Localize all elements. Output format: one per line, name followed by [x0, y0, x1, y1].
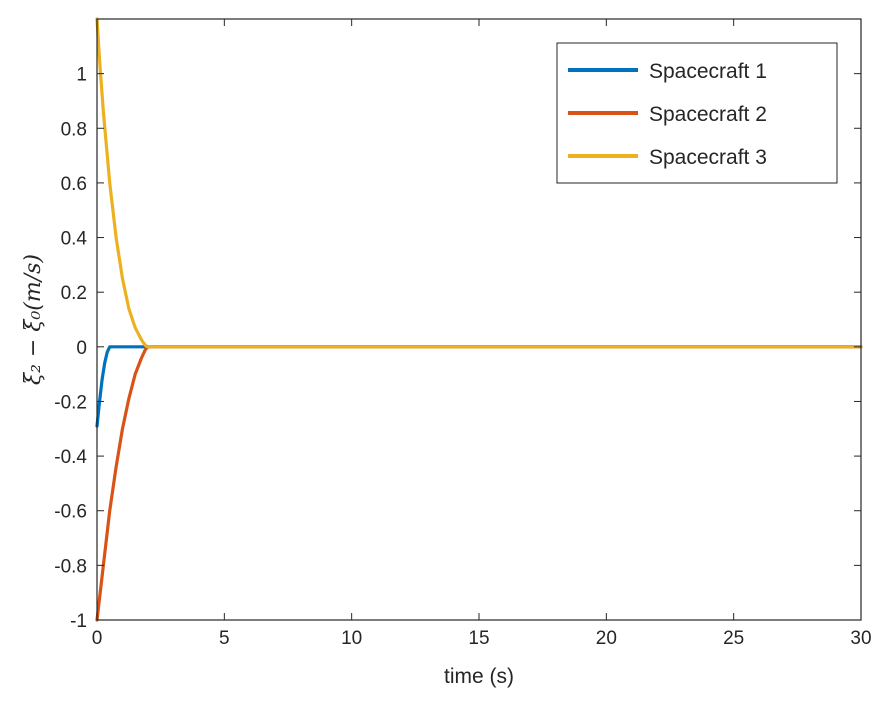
x-tick-label: 10 — [341, 628, 362, 649]
series-line-3 — [95, 17, 863, 349]
y-axis-label: ξ₂ − ξ₀(m/s) — [21, 254, 46, 385]
axes-layer: 0 5 10 15 20 25 30 -1 -0.8 -0.6 -0.4 -0.2 0 0.2 0.4 0.6… — [54, 18, 872, 649]
x-tick-label: 5 — [219, 628, 230, 649]
x-tick-label: 15 — [468, 628, 489, 649]
y-tick-label: 0.8 — [61, 119, 87, 140]
legend-label-3: Spacecraft 3 — [649, 146, 767, 169]
x-tick-label: 0 — [92, 628, 103, 649]
x-tick-label: 25 — [723, 628, 744, 649]
x-tick-label: 20 — [596, 628, 617, 649]
y-tick-label: 1 — [76, 65, 87, 86]
y-tick-label: 0.2 — [61, 283, 87, 304]
y-tick-label: 0.4 — [61, 229, 88, 250]
y-tick-label: -0.8 — [54, 556, 87, 577]
y-tick-label: -0.2 — [54, 392, 87, 413]
legend: Spacecraft 1 Spacecraft 2 Spacecraft 3 — [556, 42, 838, 184]
y-tick-label: 0.6 — [61, 174, 87, 195]
legend-label-2: Spacecraft 2 — [649, 103, 767, 126]
series-layer — [95, 17, 863, 622]
y-tick-label: -0.6 — [54, 502, 87, 523]
x-tick-label: 30 — [850, 628, 871, 649]
y-tick-label: -1 — [70, 611, 87, 632]
x-axis-label: time (s) — [444, 665, 514, 688]
y-tick-label: 0 — [76, 338, 87, 359]
legend-label-1: Spacecraft 1 — [649, 60, 767, 83]
y-tick-label: -0.4 — [54, 447, 87, 468]
